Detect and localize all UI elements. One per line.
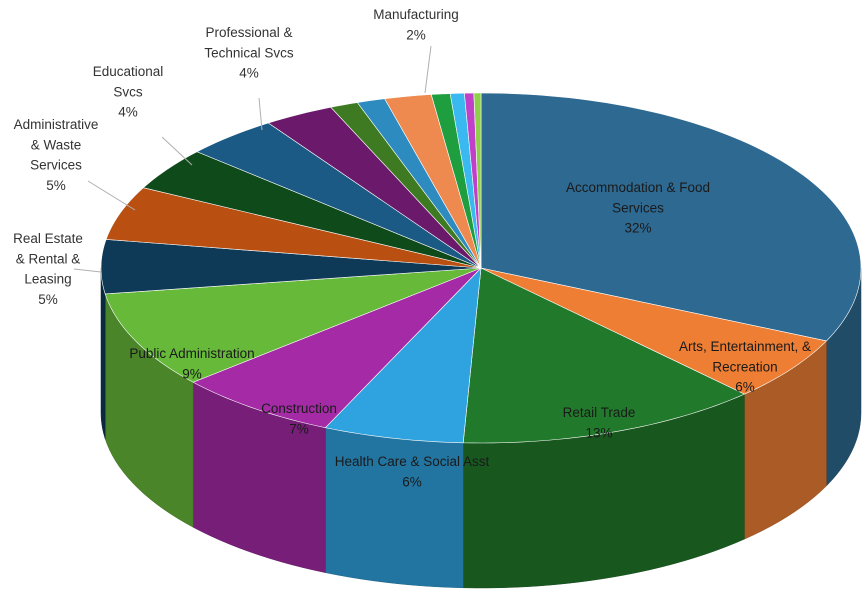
- pie-slice-8: [142, 151, 482, 269]
- pie-tops: [100, 92, 862, 444]
- slice-label-9: Professional & Technical Svcs 4%: [204, 25, 294, 81]
- pie-slice-7: [105, 187, 482, 269]
- leader-line-6: [73, 268, 102, 273]
- pie-slice-13: [384, 94, 482, 269]
- pie-slice-17: [473, 92, 482, 269]
- pie-slice-2: [462, 267, 746, 444]
- leader-line-7: [87, 180, 136, 211]
- pie-side-6: [100, 267, 106, 439]
- pie-sides: [100, 267, 862, 589]
- pie-slice-10: [267, 106, 482, 269]
- slice-label-2: Retail Trade 13%: [563, 405, 636, 440]
- leader-line-9: [258, 97, 263, 131]
- slice-label-6: Real Estate & Rental & Leasing 5%: [13, 231, 83, 307]
- leader-line-8: [161, 136, 193, 166]
- slice-label-13: Manufacturing 2%: [373, 7, 459, 42]
- slice-label-8: Educational Svcs 4%: [93, 64, 164, 120]
- slice-label-5: Public Administration 9%: [129, 346, 254, 381]
- slice-label-3: Health Care & Social Asst 6%: [335, 454, 490, 489]
- pie-slice-0: [480, 92, 862, 342]
- slice-label-0: Accommodation & Food Services 32%: [566, 180, 710, 236]
- pie-slice-4: [192, 267, 482, 428]
- slice-label-7: Administrative & Waste Services 5%: [14, 117, 99, 193]
- slice-label-1: Arts, Entertainment, & Recreation 6%: [679, 339, 811, 395]
- slice-labels: Accommodation & Food Services 32% Arts, Ent…: [13, 7, 811, 489]
- pie-side-3: [325, 427, 464, 589]
- slice-label-4: Construction 7%: [261, 401, 337, 436]
- pie-slice-6: [100, 239, 482, 295]
- pie-slice-1: [480, 267, 828, 395]
- leader-lines: [73, 45, 432, 273]
- leader-line-13: [424, 45, 432, 94]
- pie-slice-3: [324, 267, 482, 444]
- pie-slice-5: [104, 267, 482, 383]
- pie-slice-9: [196, 122, 482, 269]
